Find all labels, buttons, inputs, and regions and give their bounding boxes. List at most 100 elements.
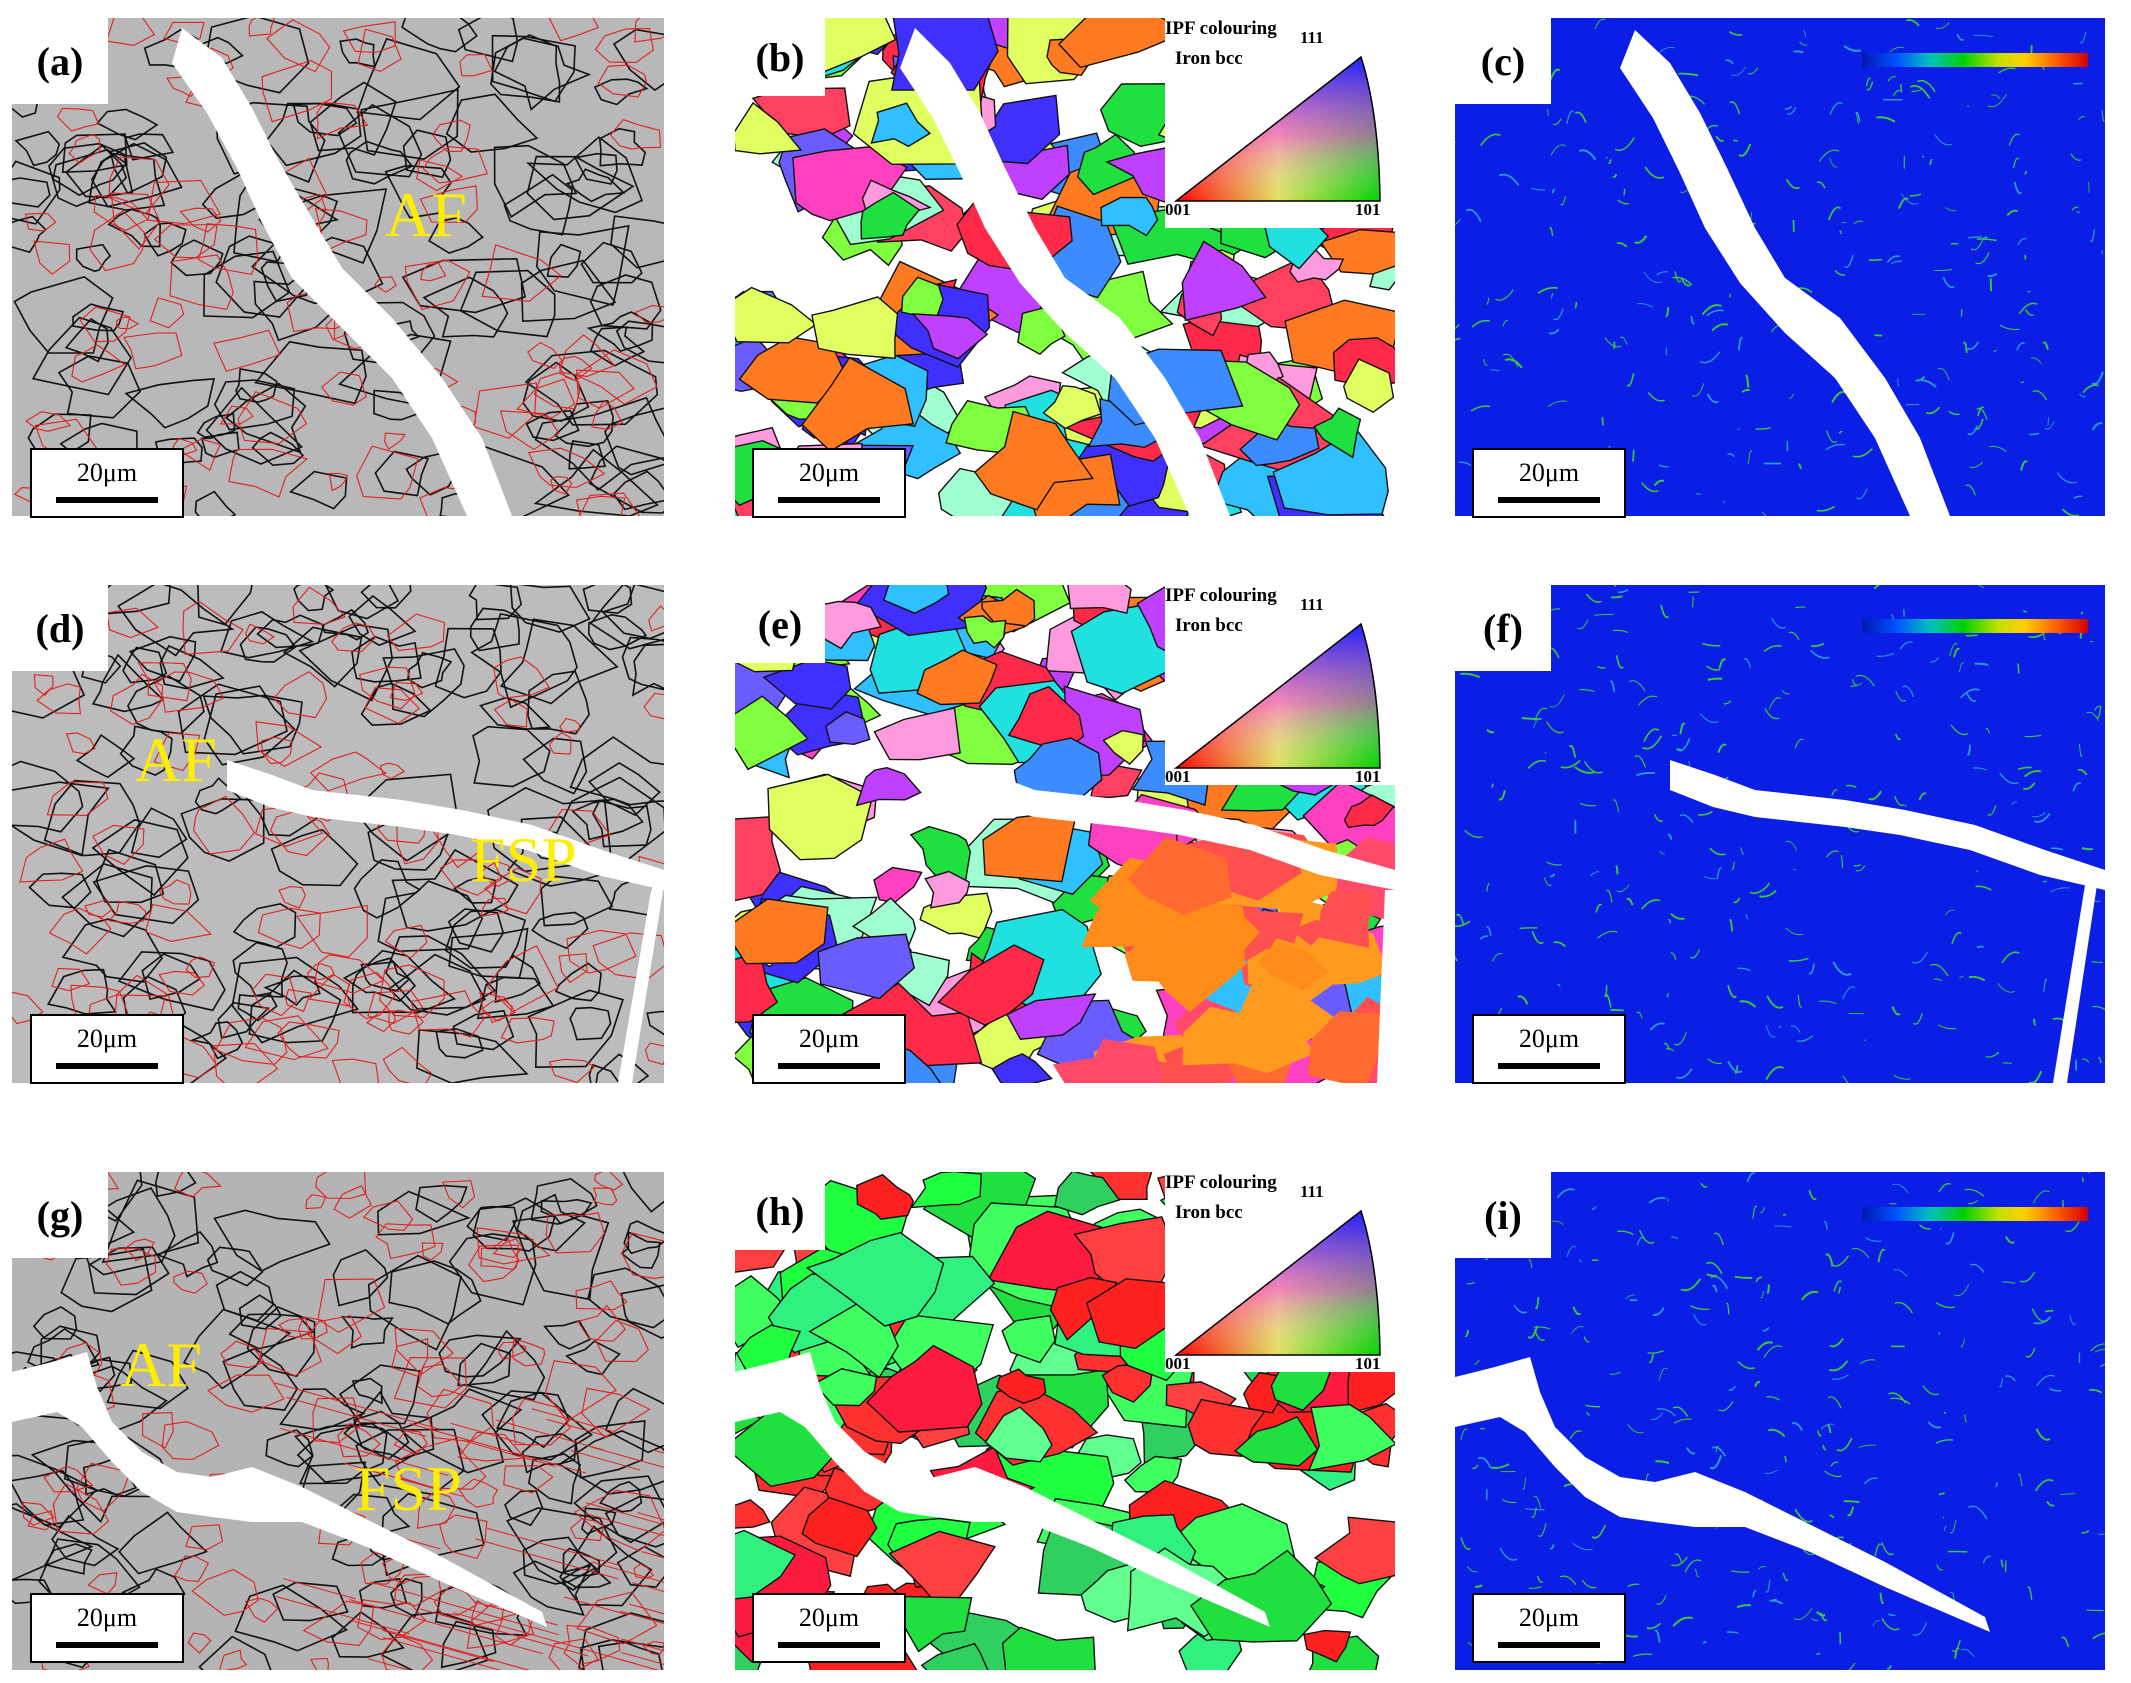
crack-d-horizontal (227, 760, 664, 890)
subgrain-boundary (158, 879, 192, 905)
kam-misorientation-trace (1716, 867, 1723, 880)
kam-misorientation-trace (1474, 1584, 1483, 1588)
scale-bar-g: 20μm (30, 1593, 184, 1663)
subgrain-boundary (182, 600, 244, 655)
ipf-triangle-overlay (1176, 1211, 1380, 1355)
kam-misorientation-trace (1933, 269, 1953, 271)
kam-misorientation-trace (2022, 609, 2028, 613)
kam-misorientation-trace (1585, 593, 1602, 603)
ipf-grain (1272, 428, 1389, 516)
kam-misorientation-trace (2098, 1533, 2105, 1536)
grain-boundary (293, 585, 335, 612)
kam-misorientation-trace (2035, 1428, 2051, 1441)
ipf-fsp-grain (1220, 965, 1342, 1051)
kam-misorientation-trace (2086, 1609, 2104, 1612)
subgrain-boundary (278, 1317, 311, 1339)
kam-misorientation-trace (1638, 1229, 1655, 1244)
kam-misorientation-trace (1755, 1276, 1763, 1282)
kam-misorientation-trace (1756, 1341, 1774, 1351)
kam-misorientation-trace (2023, 170, 2028, 175)
subgrain-boundary (379, 762, 406, 780)
kam-misorientation-trace (1929, 963, 1949, 977)
grain-boundary (106, 1349, 189, 1410)
panel-label-h: (h) (735, 1172, 825, 1250)
kam-misorientation-trace (1937, 1024, 1957, 1030)
subgrain-boundary (137, 662, 192, 702)
kam-misorientation-trace (1794, 738, 1804, 749)
subgrain-boundary (549, 732, 572, 755)
kam-misorientation-trace (1636, 772, 1656, 776)
kam-misorientation-trace (1549, 68, 1561, 80)
grain-boundary (324, 585, 400, 620)
subgrain-boundary (328, 472, 349, 492)
kam-misorientation-trace (1594, 613, 1614, 616)
subgrain-boundary (577, 1304, 626, 1342)
kam-misorientation-trace (1604, 993, 1612, 1008)
subgrain-boundary (56, 107, 100, 132)
subgrain-boundary (310, 1658, 329, 1670)
kam-misorientation-trace (2086, 711, 2099, 722)
kam-misorientation-trace (1770, 617, 1786, 629)
kam-misorientation-trace (1502, 353, 1519, 368)
kam-misorientation-trace (1898, 197, 1909, 209)
kam-misorientation-trace (1798, 463, 1803, 470)
subgrain-boundary (468, 1244, 519, 1283)
kam-misorientation-trace (1551, 293, 1554, 299)
panel-g-band-contrast-map (12, 1172, 664, 1670)
kam-misorientation-trace (1894, 733, 1902, 741)
grain-boundary (355, 1428, 465, 1496)
kam-misorientation-trace (1460, 1537, 1471, 1550)
subgrain-boundary (458, 1478, 499, 1508)
ipf-grain (735, 1499, 771, 1529)
subgrain-boundary (87, 1572, 118, 1595)
grain-boundary (279, 1388, 366, 1431)
grain-boundary (263, 975, 321, 1006)
lath-boundary (563, 1596, 628, 1616)
crack-e-horizontal (950, 760, 1395, 890)
kam-misorientation-trace (1865, 1237, 1882, 1242)
grain-boundary (453, 876, 497, 904)
kam-misorientation-trace (1747, 67, 1759, 75)
kam-misorientation-trace (1803, 30, 1807, 38)
scale-bar-line-i (1498, 1642, 1600, 1648)
kam-misorientation-trace (1760, 1291, 1764, 1299)
kam-misorientation-trace (1976, 945, 1984, 949)
kam-misorientation-trace (1935, 1439, 1953, 1444)
kam-misorientation-trace (1825, 443, 1846, 451)
subgrain-boundary (108, 900, 147, 925)
kam-misorientation-trace (1765, 1066, 1784, 1081)
ipf-tick-001-b: 001 (1165, 200, 1191, 219)
kam-misorientation-trace (1820, 1423, 1835, 1430)
ipf-triangle-overlay (1176, 57, 1380, 201)
kam-misorientation-trace (1726, 1631, 1739, 1634)
ipf-legend-h: IPF colouring Iron bcc 111 001 101 (1165, 1168, 1395, 1378)
crack-d-vertical (618, 885, 664, 1083)
grain-boundary (61, 863, 153, 938)
grain-boundary (457, 18, 519, 63)
kam-misorientation-trace (2061, 1636, 2070, 1648)
subgrain-boundary (426, 1388, 494, 1442)
kam-misorientation-trace (1543, 877, 1552, 886)
kam-misorientation-trace (1656, 271, 1669, 276)
subgrain-boundary (93, 194, 149, 232)
grain-boundary (546, 243, 582, 278)
subgrain-boundary (153, 224, 218, 259)
kam-misorientation-trace (2013, 181, 2023, 195)
kam-misorientation-trace (2024, 309, 2034, 316)
kam-misorientation-trace (1626, 373, 1635, 387)
kam-misorientation-trace (1485, 926, 1492, 936)
grain-boundary (117, 951, 226, 1012)
grain-boundary (416, 1029, 529, 1083)
kam-misorientation-trace (1491, 783, 1495, 788)
subgrain-boundary (643, 692, 664, 720)
phase-label-fsp-d: FSP (470, 824, 577, 895)
scale-bar-a: 20μm (30, 448, 184, 518)
kam-misorientation-trace (1752, 1590, 1757, 1598)
kam-misorientation-trace (1793, 1608, 1813, 1620)
kam-misorientation-trace (1843, 1500, 1860, 1504)
kam-misorientation-trace (1733, 897, 1741, 904)
kam-misorientation-trace (1909, 193, 1922, 197)
kam-misorientation-trace (1829, 157, 1838, 168)
kam-misorientation-trace (2017, 766, 2032, 771)
ipf-grain (1181, 240, 1267, 322)
